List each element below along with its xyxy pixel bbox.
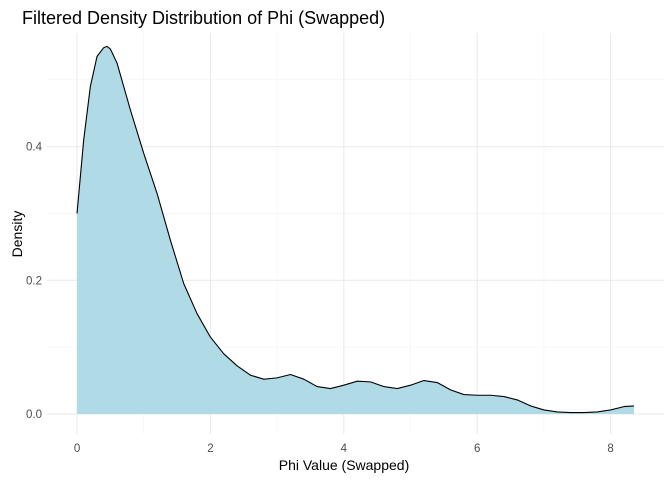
x-tick-label: 0: [74, 443, 80, 455]
y-axis-title: Density: [9, 211, 25, 258]
x-tick-label: 2: [207, 443, 213, 455]
density-area: [77, 46, 634, 414]
y-tick-label: 0.0: [26, 409, 42, 421]
y-tick-label: 0.2: [26, 275, 42, 287]
chart-title: Filtered Density Distribution of Phi (Sw…: [22, 8, 385, 28]
y-tick-label: 0.4: [26, 142, 43, 154]
x-tick-label: 6: [474, 443, 480, 455]
y-axis-ticks: 0.0 0.2 0.4: [26, 142, 43, 421]
x-tick-label: 8: [607, 443, 613, 455]
x-axis-title: Phi Value (Swapped): [279, 457, 409, 473]
x-tick-label: 4: [341, 443, 348, 455]
x-axis-ticks: 0 2 4 6 8: [74, 443, 614, 455]
density-line: [76, 45, 635, 414]
